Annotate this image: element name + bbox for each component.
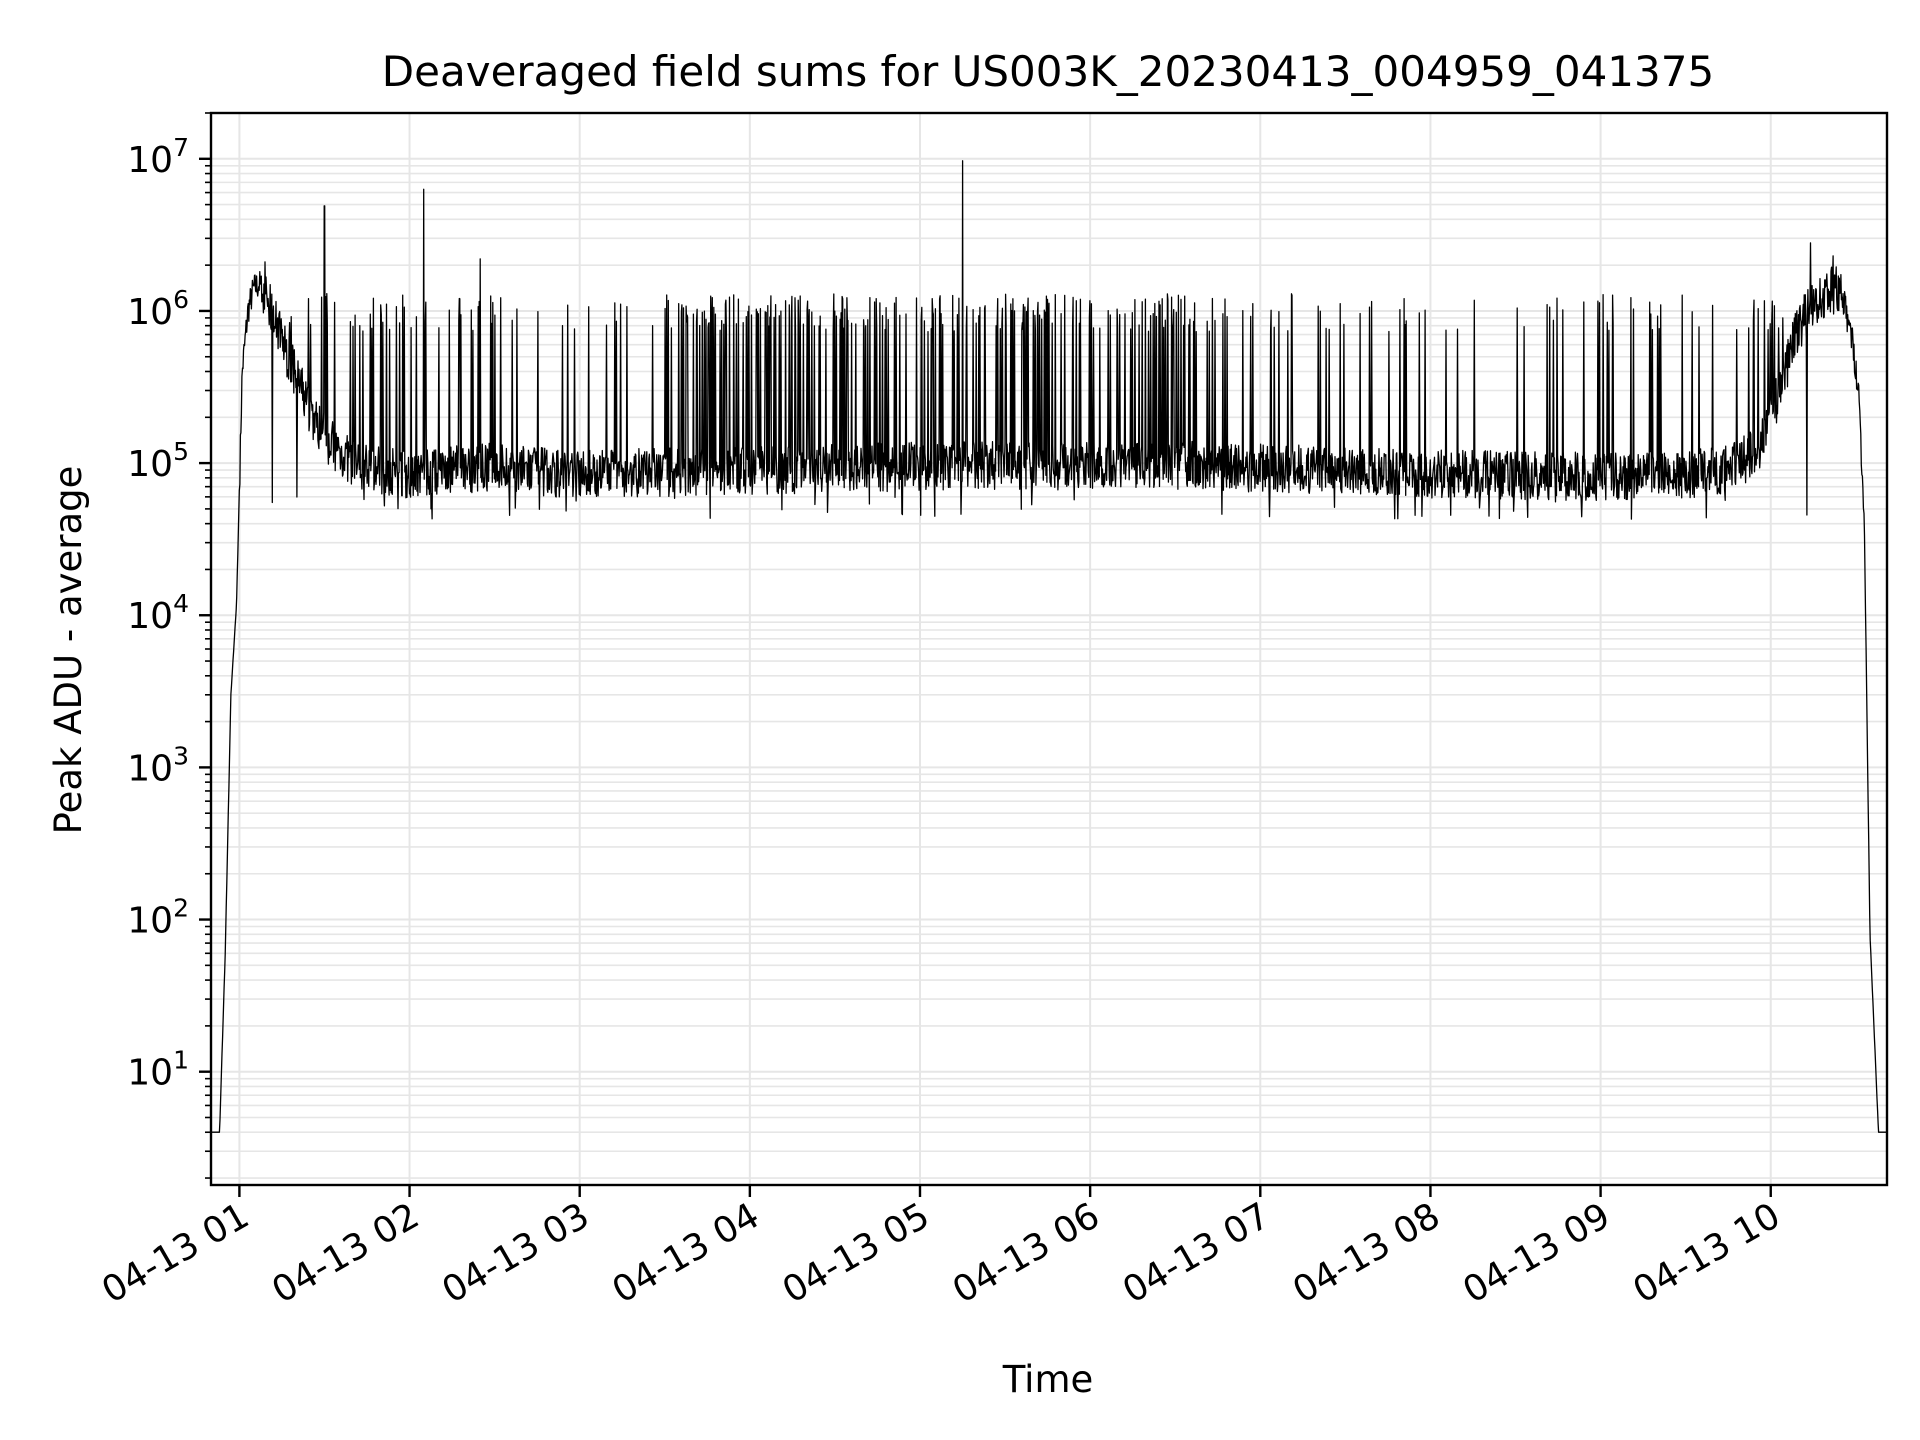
x-axis-label: Time	[1002, 1358, 1094, 1401]
y-tick-label: 107	[127, 133, 189, 181]
y-tick-label: 104	[127, 589, 189, 637]
y-tick-label: 105	[127, 437, 189, 485]
y-tick-label: 103	[127, 741, 189, 789]
y-axis: 101 102 103 104 105 106 107	[127, 112, 211, 1179]
series-line	[210, 160, 1888, 1133]
y-axis-label: Peak ADU - average	[47, 466, 90, 835]
y-tick-label: 102	[127, 894, 189, 942]
y-tick-label: 101	[127, 1046, 189, 1094]
series-group	[210, 160, 1888, 1133]
y-tick-label: 106	[127, 285, 189, 333]
chart-title: Deaveraged field sums for US003K_2023041…	[382, 47, 1714, 96]
